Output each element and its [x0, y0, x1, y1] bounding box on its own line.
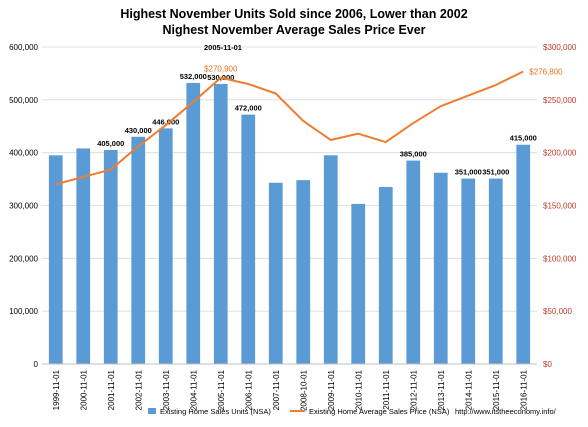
line-series: [55, 70, 524, 186]
bar: [241, 114, 256, 364]
bar: [516, 144, 531, 364]
x-tick-label: 2007-11-01: [272, 369, 281, 410]
right-tick-label: $200,000: [543, 149, 577, 158]
x-tick-label: 2016-11-01: [519, 369, 528, 410]
bar-label: 351,000: [455, 168, 482, 177]
x-tick-label: 2011-11-01: [382, 369, 391, 409]
right-axis: $0 $50,000 $100,000 $150,000 $200,000 $250,00…: [543, 43, 577, 369]
bar-label: 385,000: [400, 150, 427, 159]
line-data-labels: $270,900 $276,800: [204, 65, 563, 77]
x-tick-label: 2006-11-01: [244, 369, 253, 410]
right-tick-label: $300,000: [543, 43, 577, 52]
bar: [103, 150, 118, 364]
bar-label: 405,000: [97, 139, 124, 148]
price-line: [55, 70, 524, 186]
chart-title-line1: Highest November Units Sold since 2006, …: [120, 7, 467, 21]
bar: [268, 182, 283, 364]
left-axis: 0 100,000 200,000 300,000 400,000 500,000 600,…: [9, 43, 38, 369]
right-tick-label: $150,000: [543, 202, 577, 211]
bar: [158, 128, 173, 364]
bar-label: 415,000: [510, 134, 537, 143]
price-label: $276,800: [529, 68, 563, 77]
left-tick-label: 500,000: [9, 96, 38, 105]
left-tick-label: 200,000: [9, 254, 38, 263]
bar: [488, 178, 503, 364]
grid-lines: [42, 46, 537, 365]
chart-title-line2: Nighest November Average Sales Price Eve…: [162, 23, 425, 37]
left-tick-label: 100,000: [9, 307, 38, 316]
x-tick-label: 2009-11-01: [327, 369, 336, 410]
x-tick-label: 2015-11-01: [492, 369, 501, 410]
right-tick-label: $50,000: [543, 307, 572, 316]
bar: [48, 155, 63, 364]
left-tick-label: 600,000: [9, 43, 38, 52]
x-tick-label: 2010-11-01: [354, 369, 363, 410]
price-label: $270,900: [204, 65, 238, 74]
bar-label: 430,000: [125, 126, 152, 135]
x-tick-label: 2004-11-01: [189, 369, 198, 410]
x-tick-label: 2001-11-01: [107, 369, 116, 410]
x-tick-label: 2012-11-01: [409, 369, 418, 410]
x-tick-label: 2002-11-01: [134, 369, 143, 410]
legend-bar-label: Existing Home Sales Units (NSA): [160, 407, 271, 416]
bar: [378, 187, 393, 364]
x-tick-label: 2003-11-01: [162, 369, 171, 410]
x-tick-label: 2014-11-01: [464, 369, 473, 410]
bar-label: 446,000: [152, 117, 179, 126]
right-tick-label: $100,000: [543, 254, 577, 263]
bar-label: 472,000: [235, 104, 262, 113]
bar: [351, 203, 366, 364]
legend: Existing Home Sales Units (NSA) Existing…: [148, 407, 557, 416]
right-tick-label: $250,000: [543, 96, 577, 105]
bar: [461, 178, 476, 364]
x-tick-label: 2005-11-01: [217, 369, 226, 410]
bar-label: 351,000: [482, 168, 509, 177]
bar: [433, 172, 448, 364]
bar-label: 532,000: [180, 72, 207, 81]
bar: [406, 160, 421, 364]
x-tick-label: 2000-11-01: [79, 369, 88, 410]
x-tick-label: 2008-10-01: [299, 369, 308, 410]
source-link[interactable]: http://www.itstheeconomy.info/: [455, 407, 557, 416]
bar: [323, 155, 338, 364]
x-axis: 1999-11-01 2000-11-01 2001-11-01 2002-11-01…: [42, 363, 537, 411]
bar-series: [48, 82, 531, 364]
right-tick-label: $0: [543, 360, 552, 369]
x-tick-label: 1999-11-01: [52, 369, 61, 410]
bar: [76, 148, 91, 364]
left-tick-label: 300,000: [9, 202, 38, 211]
left-tick-label: 400,000: [9, 149, 38, 158]
bar: [186, 82, 201, 364]
legend-line-label: Existing Home Average Sales Price (NSA): [309, 407, 450, 416]
bar: [296, 180, 311, 364]
left-tick-label: 0: [34, 360, 39, 369]
bar: [131, 136, 146, 364]
legend-bar-swatch: [148, 408, 156, 414]
annotation-2005: 2005-11-01: [204, 43, 242, 52]
bar: [213, 83, 228, 364]
x-tick-label: 2013-11-01: [437, 369, 446, 410]
